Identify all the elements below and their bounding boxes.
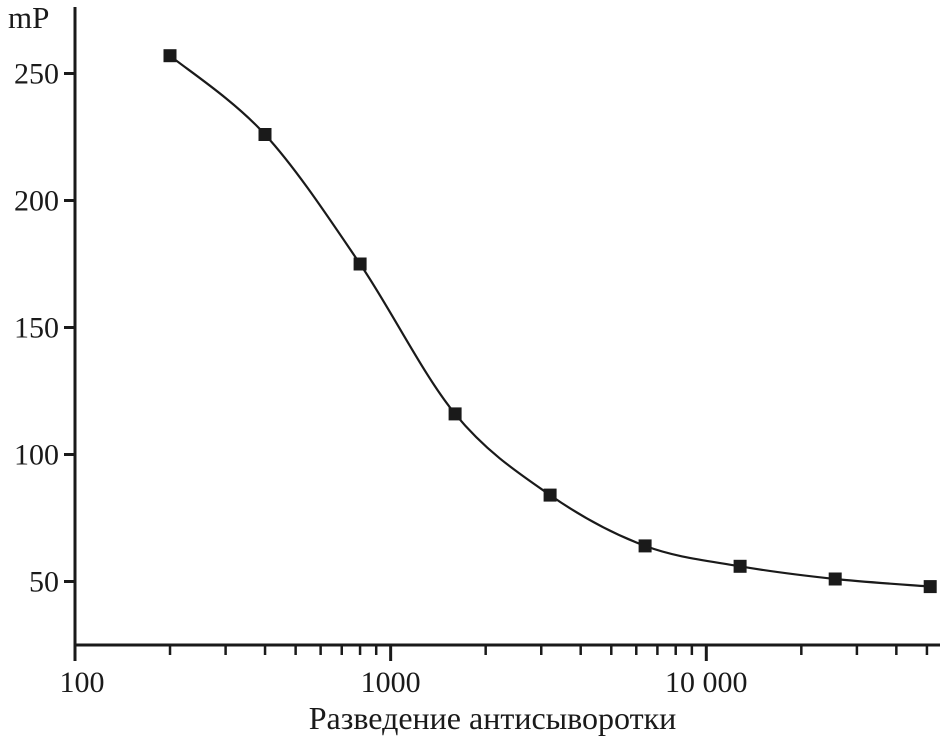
y-tick-label: 200 [14, 185, 59, 218]
data-point-marker [448, 407, 462, 421]
dose-response-curve [169, 54, 931, 588]
data-point-marker [543, 488, 557, 502]
x-axis-title: Разведение антисыворотки [308, 700, 677, 736]
data-point-marker [733, 559, 747, 573]
x-tick-label: 10 000 [665, 666, 748, 699]
data-point-marker [923, 580, 937, 594]
y-tick-label: 50 [29, 566, 59, 599]
data-point-marker [828, 572, 842, 586]
data-point-marker [258, 128, 272, 141]
data-point-marker [353, 257, 367, 271]
y-tick-label: 100 [14, 439, 59, 472]
data-point-marker [638, 539, 652, 553]
x-tick-label: 1000 [361, 666, 421, 699]
y-tick-label: 150 [14, 312, 59, 345]
y-axis-title: mP [8, 0, 50, 35]
data-point-marker [163, 49, 177, 63]
y-tick-label: 250 [14, 58, 59, 91]
x-tick-label: 100 [60, 666, 105, 699]
